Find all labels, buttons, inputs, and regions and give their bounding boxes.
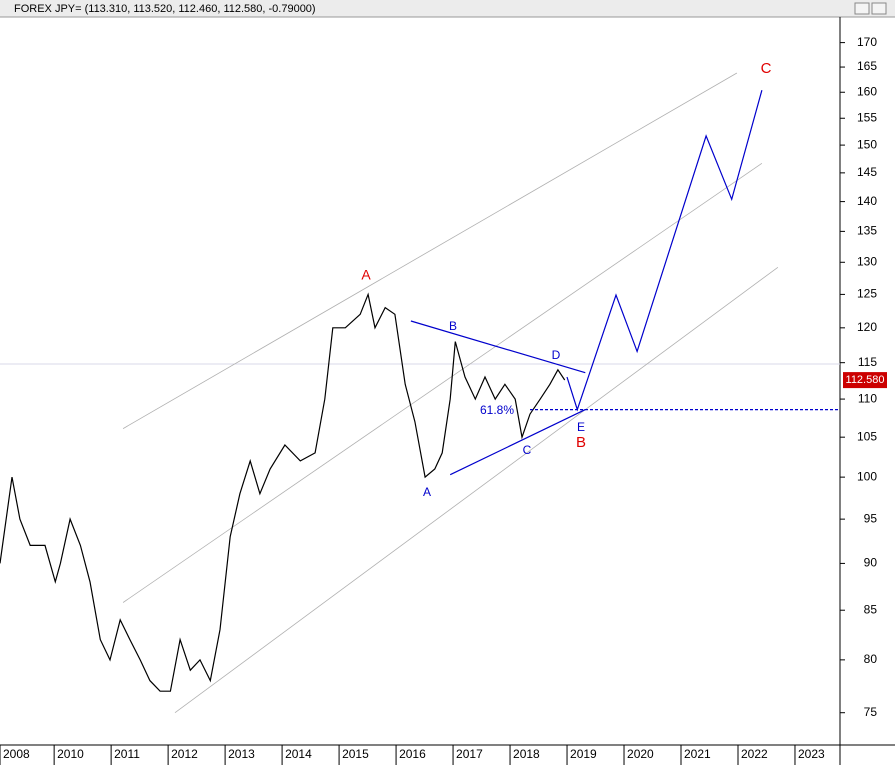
y-tick-label: 145 <box>857 165 877 179</box>
y-tick-label: 140 <box>857 194 877 208</box>
y-tick-label: 75 <box>864 705 878 719</box>
y-tick-label: 155 <box>857 110 877 124</box>
annotation: A <box>423 485 431 499</box>
x-tick-label: 2019 <box>570 747 597 761</box>
y-tick-label: 90 <box>864 556 878 570</box>
series-line <box>122 162 763 603</box>
y-tick-label: 80 <box>864 652 878 666</box>
x-tick-label: 2020 <box>627 747 654 761</box>
x-tick-label: 2010 <box>57 747 84 761</box>
annotation: E <box>577 420 585 434</box>
y-tick-label: 130 <box>857 254 877 268</box>
y-tick-label: 85 <box>864 602 878 616</box>
y-tick-label: 95 <box>864 511 878 525</box>
y-tick-label: 110 <box>858 391 877 405</box>
x-tick-label: 2022 <box>741 747 768 761</box>
x-tick-label: 2008 <box>3 747 30 761</box>
x-tick-label: 2011 <box>114 747 140 761</box>
x-tick-label: 2017 <box>456 747 483 761</box>
x-tick-label: 2014 <box>285 747 312 761</box>
annotation: 61.8% <box>480 403 514 417</box>
y-tick-label: 125 <box>857 287 877 301</box>
annotation: B <box>449 319 457 333</box>
x-tick-label: 2023 <box>798 747 825 761</box>
close-button[interactable] <box>871 2 887 15</box>
x-tick-label: 2018 <box>513 747 540 761</box>
y-tick-label: 105 <box>857 429 877 443</box>
annotation: D <box>552 348 561 362</box>
price-label-box <box>843 372 887 389</box>
price-label: 112.580 <box>846 374 885 386</box>
annotation: C <box>523 443 532 457</box>
y-tick-label: 135 <box>857 224 877 238</box>
series-line <box>566 90 763 412</box>
annotation: C <box>761 60 772 77</box>
series-line <box>174 266 779 714</box>
y-tick-label: 160 <box>857 84 877 98</box>
annotation: A <box>361 267 371 283</box>
y-tick-label: 115 <box>858 355 877 369</box>
x-tick-label: 2015 <box>342 747 369 761</box>
x-tick-label: 2021 <box>684 747 711 761</box>
x-tick-label: 2016 <box>399 747 426 761</box>
restore-button[interactable] <box>854 2 870 15</box>
series-line <box>410 320 586 374</box>
header-bar <box>0 0 895 17</box>
series-line <box>122 72 738 429</box>
chart-title: FOREX JPY= (113.310, 113.520, 112.460, 1… <box>14 3 316 15</box>
x-tick-label: 2013 <box>228 747 255 761</box>
y-tick-label: 120 <box>857 320 877 334</box>
y-tick-label: 150 <box>857 137 877 151</box>
series-line <box>0 292 566 692</box>
x-tick-label: 2012 <box>171 747 198 761</box>
y-tick-label: 170 <box>857 35 877 49</box>
annotation: B <box>576 434 586 451</box>
series-line <box>449 409 586 476</box>
y-tick-label: 165 <box>857 59 877 73</box>
y-tick-label: 100 <box>857 469 877 483</box>
